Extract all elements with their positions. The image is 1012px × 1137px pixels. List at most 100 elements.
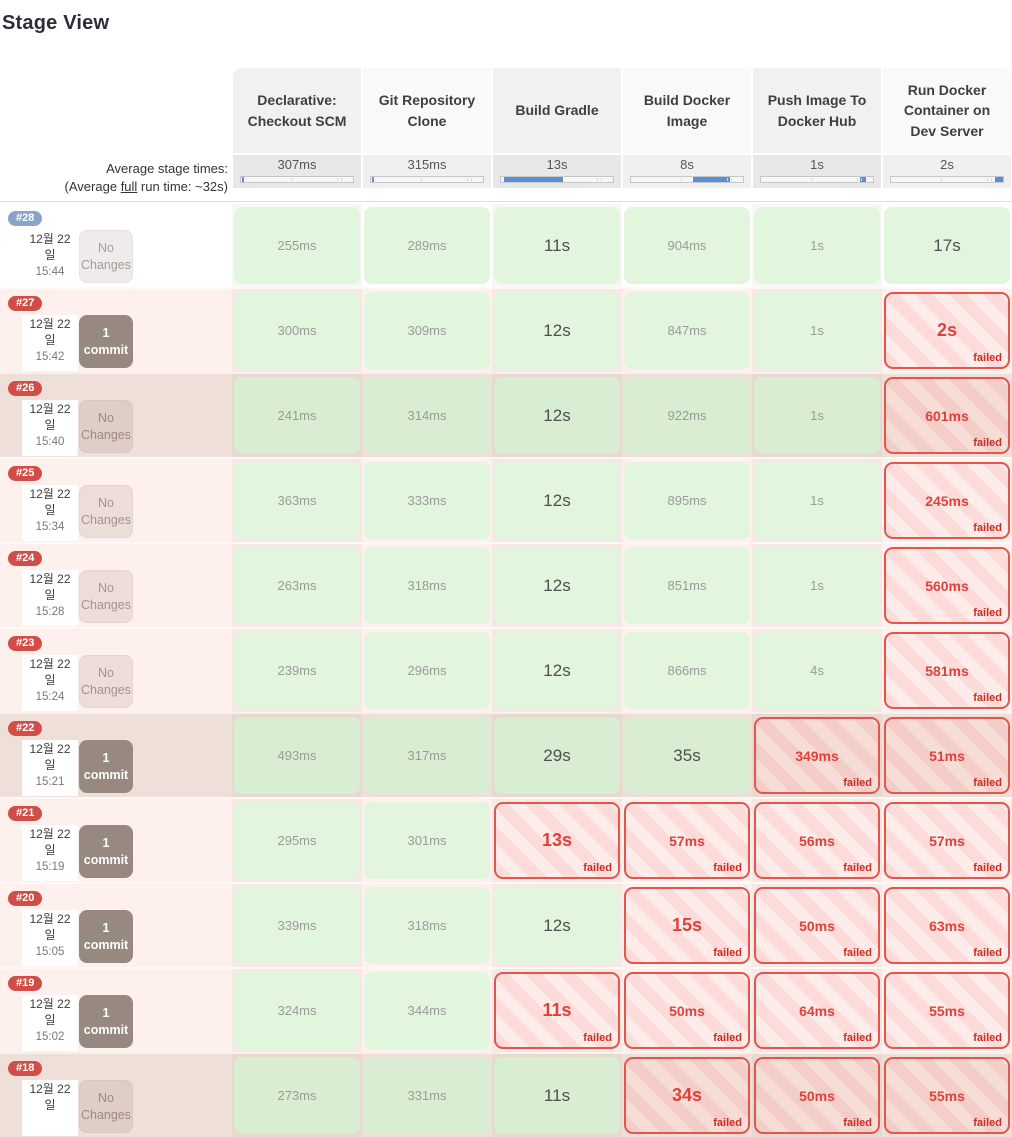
stage-cell[interactable]: 55ms failed [884,1057,1010,1134]
stage-cell[interactable]: 344ms [364,972,490,1049]
build-badge[interactable]: #22 [8,721,43,736]
stage-cell[interactable]: 1s [754,547,880,624]
stage-cell[interactable]: 50ms failed [754,887,880,964]
stage-cell[interactable]: 64ms failed [754,972,880,1049]
stage-cell[interactable]: 13s failed [494,802,620,879]
stage-cell[interactable]: 15s failed [624,887,750,964]
build-badge[interactable]: #23 [8,636,43,651]
stage-cell[interactable]: 895ms [624,462,750,539]
build-badge[interactable]: #28 [8,211,43,226]
stage-cell[interactable]: 11s [494,207,620,284]
stage-cell[interactable]: 29s [494,717,620,794]
stage-cell[interactable]: 295ms [234,802,360,879]
stage-cell[interactable]: 17s [884,207,1010,284]
build-badge[interactable]: #26 [8,381,43,396]
stage-cell[interactable]: 851ms [624,547,750,624]
build-badge[interactable]: #19 [8,976,43,991]
stage-duration: 55ms [929,1002,965,1019]
stage-cell[interactable]: 324ms [234,972,360,1049]
stage-cell[interactable]: 922ms [624,377,750,454]
build-date: 12월 22 일 15:05 [22,910,78,966]
stage-cell[interactable]: 11s [494,1057,620,1134]
stage-cell[interactable]: 12s [494,547,620,624]
stage-cell[interactable]: 239ms [234,632,360,709]
changes-badge[interactable]: 1 commit [79,315,133,368]
stage-duration: 12s [543,575,571,595]
stage-cell[interactable]: 560ms failed [884,547,1010,624]
stage-cell[interactable]: 581ms failed [884,632,1010,709]
stage-cell[interactable]: 301ms [364,802,490,879]
stage-cell[interactable]: 2s failed [884,292,1010,369]
average-cell-box: 315ms [363,155,491,188]
stage-cell[interactable]: 866ms [624,632,750,709]
changes-badge[interactable]: 1 commit [79,825,133,878]
stage-cell[interactable]: 4s [754,632,880,709]
stage-cell[interactable]: 12s [494,887,620,964]
stage-cell[interactable]: 317ms [364,717,490,794]
stage-cell[interactable]: 63ms failed [884,887,1010,964]
stage-cell[interactable]: 50ms failed [754,1057,880,1134]
stage-cell[interactable]: 263ms [234,547,360,624]
stage-cell[interactable]: 12s [494,377,620,454]
build-badge[interactable]: #25 [8,466,43,481]
stage-column-header: Run Docker Container on Dev Server [882,68,1012,155]
changes-badge[interactable]: 1 commit [79,910,133,963]
stage-cell[interactable]: 1s [754,207,880,284]
stage-cell[interactable]: 309ms [364,292,490,369]
stage-cell[interactable]: 255ms [234,207,360,284]
build-badge[interactable]: #18 [8,1061,43,1076]
stage-cell[interactable]: 331ms [364,1057,490,1134]
stage-cell[interactable]: 847ms [624,292,750,369]
build-badge[interactable]: #20 [8,891,43,906]
stage-cell[interactable]: 318ms [364,887,490,964]
build-time: 15:19 [35,861,65,874]
stage-cell[interactable]: 245ms failed [884,462,1010,539]
stage-cell[interactable]: 349ms failed [754,717,880,794]
build-time: 15:44 [35,266,65,279]
stage-cell[interactable]: 289ms [364,207,490,284]
stage-duration: 301ms [407,833,447,848]
stage-cell[interactable]: 51ms failed [884,717,1010,794]
stage-cell[interactable]: 56ms failed [754,802,880,879]
build-badge[interactable]: #24 [8,551,43,566]
stage-cell[interactable]: 35s [624,717,750,794]
stage-cell[interactable]: 12s [494,292,620,369]
stage-cell[interactable]: 50ms failed [624,972,750,1049]
stage-cell[interactable]: 57ms failed [624,802,750,879]
stage-cell[interactable]: 1s [754,292,880,369]
average-cell: 1s [752,155,882,202]
stage-cell[interactable]: 601ms failed [884,377,1010,454]
stage-cell[interactable]: 11s failed [494,972,620,1049]
stage-duration: 289ms [407,238,447,253]
stage-duration: 851ms [667,578,707,593]
stage-cell[interactable]: 241ms [234,377,360,454]
stage-cell[interactable]: 12s [494,462,620,539]
stage-cell[interactable]: 300ms [234,292,360,369]
stage-cell[interactable]: 314ms [364,377,490,454]
build-badge[interactable]: #27 [8,296,43,311]
changes-badge[interactable]: 1 commit [79,995,133,1048]
stage-cell[interactable]: 339ms [234,887,360,964]
stage-cell[interactable]: 318ms [364,547,490,624]
stage-cell[interactable]: 1s [754,377,880,454]
stage-duration: 50ms [799,917,835,934]
stage-cell[interactable]: 904ms [624,207,750,284]
build-date: 12월 22 일 15:24 [22,655,78,711]
build-badge[interactable]: #21 [8,806,43,821]
stage-cell[interactable]: 273ms [234,1057,360,1134]
stage-cell[interactable]: 333ms [364,462,490,539]
stage-duration: 51ms [929,747,965,764]
stage-cell[interactable]: 493ms [234,717,360,794]
stage-cell[interactable]: 55ms failed [884,972,1010,1049]
build-cell: #22 12월 22 일 15:21 1 commit [0,712,232,797]
stage-cell[interactable]: 363ms [234,462,360,539]
stage-duration: 847ms [667,323,707,338]
build-date: 12월 22 일 [22,1080,78,1136]
stage-cell[interactable]: 57ms failed [884,802,1010,879]
changes-badge[interactable]: 1 commit [79,740,133,793]
stage-cell[interactable]: 1s [754,462,880,539]
stage-cell[interactable]: 12s [494,632,620,709]
stage-cell[interactable]: 34s failed [624,1057,750,1134]
stage-duration: 339ms [277,918,317,933]
stage-cell[interactable]: 296ms [364,632,490,709]
